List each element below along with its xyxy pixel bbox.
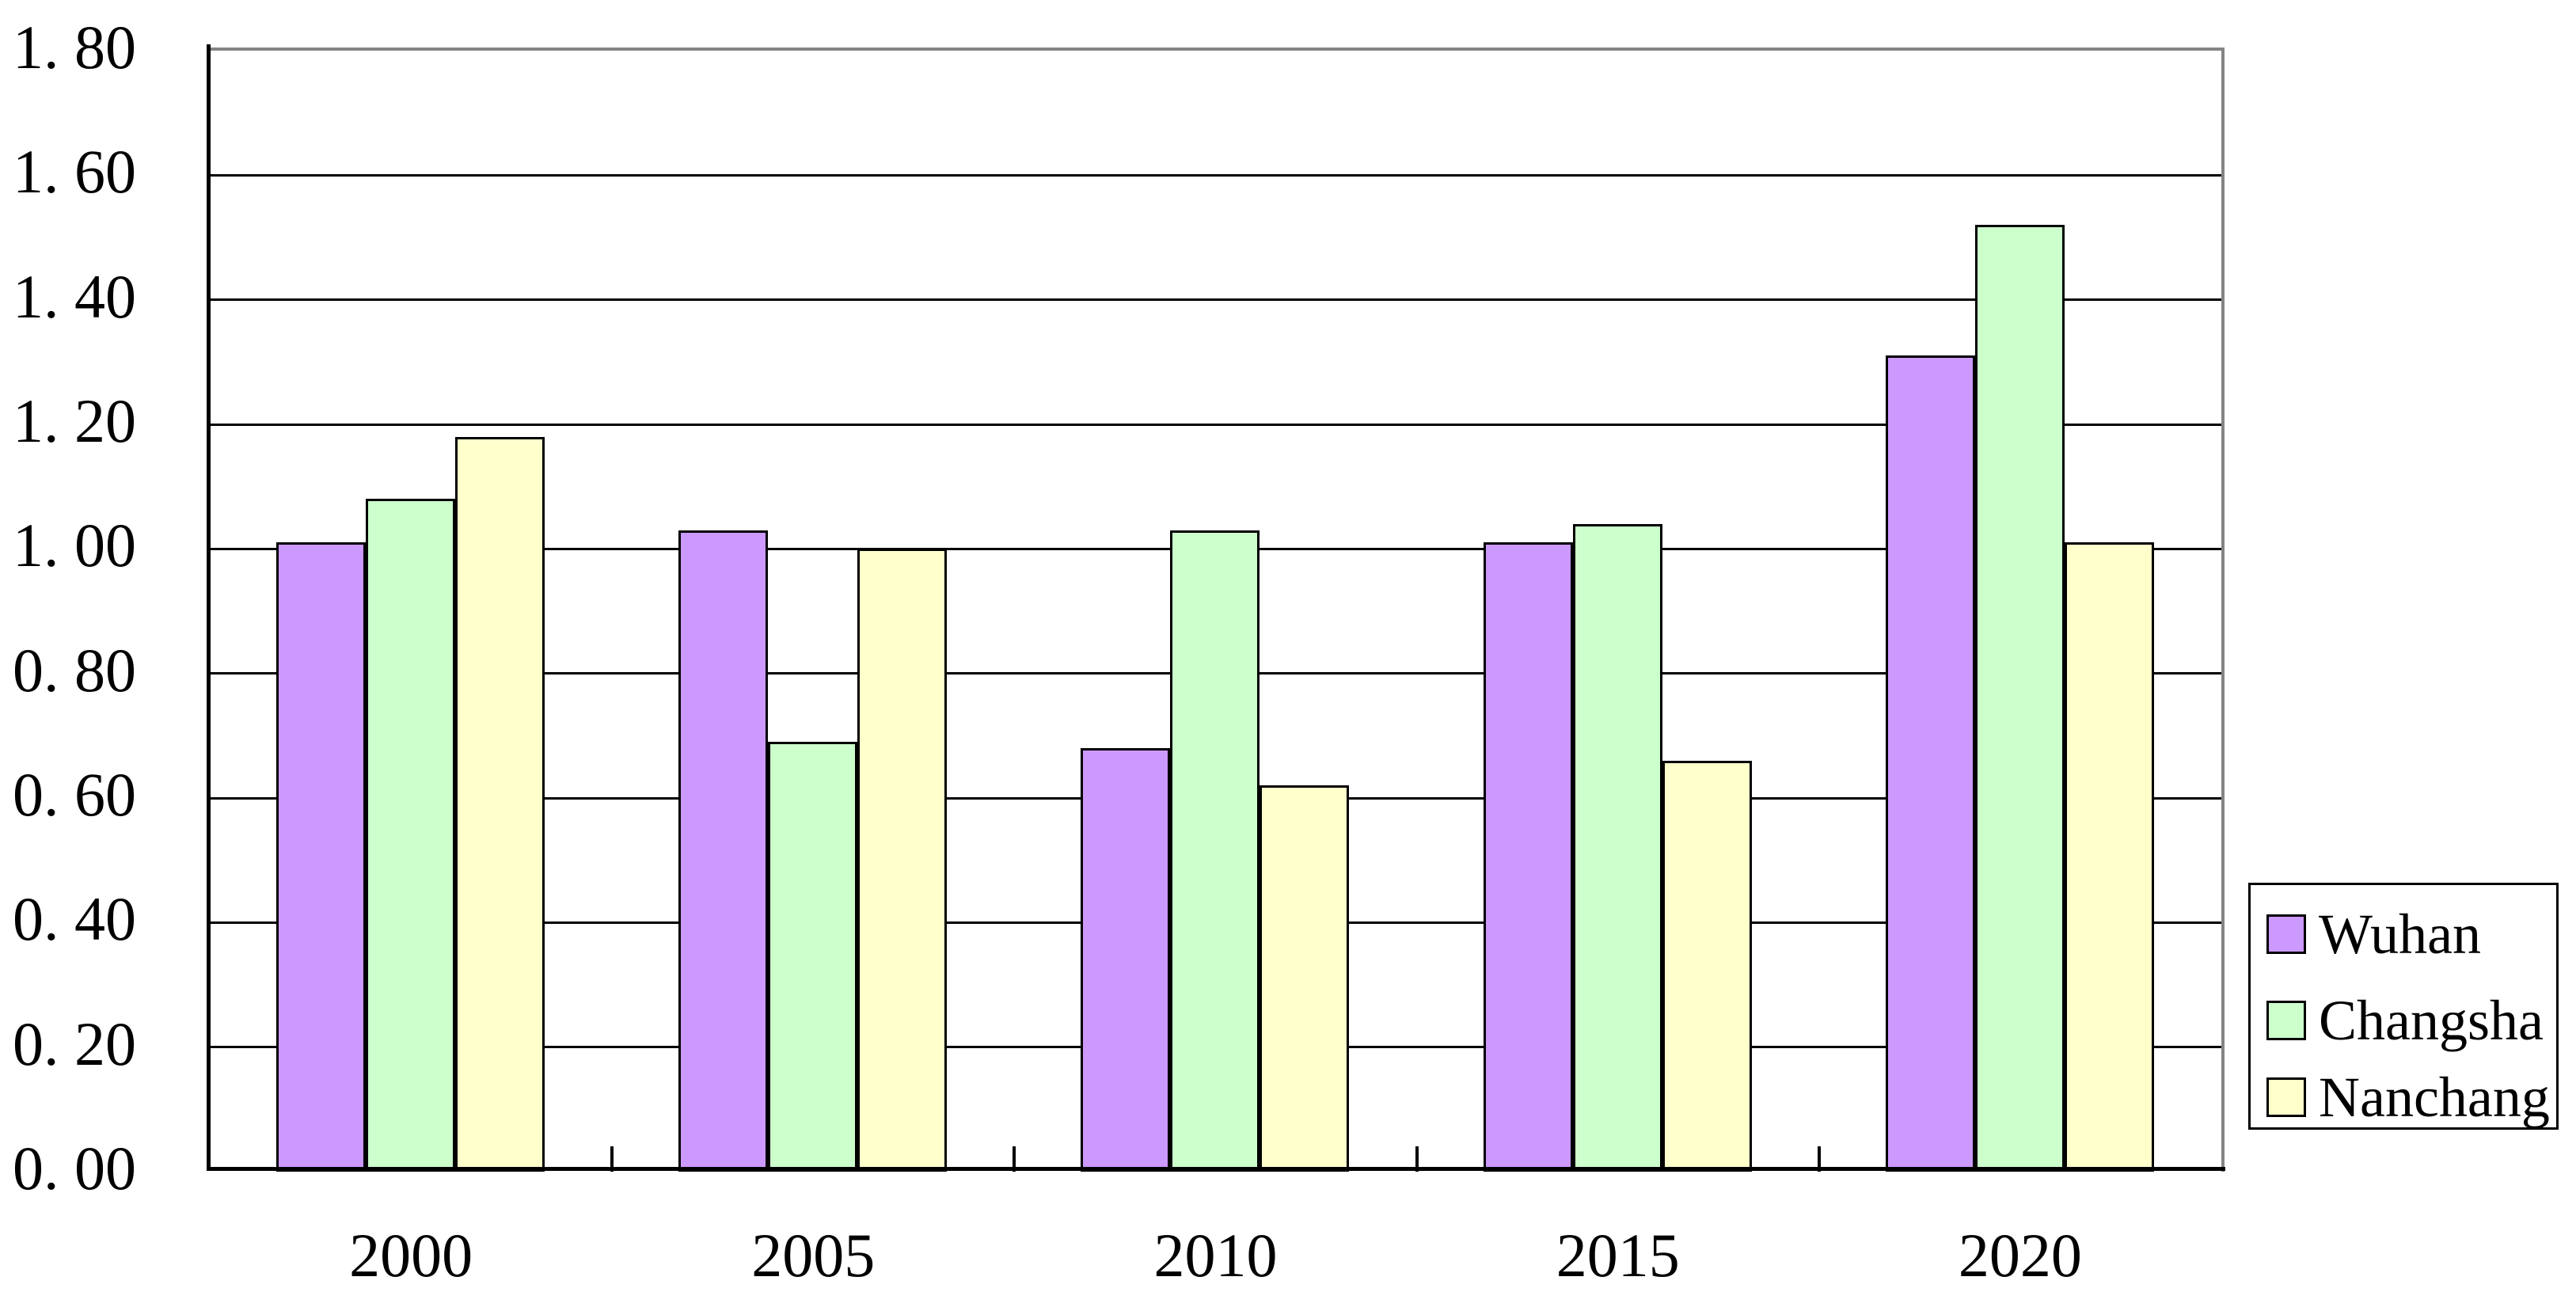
x-axis-boundary-tick [610,1146,614,1172]
bar-nanchang-2020 [2064,542,2154,1172]
x-axis-label-2010: 2010 [1153,1221,1278,1290]
bar-nanchang-2000 [455,436,545,1172]
y-axis-label-1: 0. 20 [13,1009,136,1078]
y-axis-label-2: 0. 40 [13,884,136,954]
x-axis-boundary-tick [1013,1146,1016,1172]
bar-nanchang-2015 [1662,760,1752,1172]
y-axis-line [207,44,211,1171]
legend-label-nanchang: Nanchang [2319,1066,2550,1129]
bar-changsha-2005 [768,742,858,1172]
legend-swatch-nanchang [2266,1077,2306,1117]
bar-changsha-2015 [1572,523,1662,1172]
x-axis-boundary-tick [1415,1146,1419,1172]
x-axis-label-2005: 2005 [751,1221,876,1290]
bar-wuhan-2000 [276,542,366,1172]
y-axis-label-3: 0. 60 [13,760,136,829]
x-axis-label-2015: 2015 [1556,1221,1680,1290]
x-axis-line [207,1167,2225,1171]
legend-swatch-changsha [2266,1001,2306,1040]
plot-area [210,48,2225,1172]
y-axis-label-5: 1. 00 [13,511,136,580]
bar-wuhan-2020 [1885,355,1975,1172]
gridline-1.60 [210,173,2221,177]
y-axis-label-9: 1. 80 [13,13,136,82]
y-axis-label-8: 1. 60 [13,137,136,207]
gridline-1.20 [210,423,2221,426]
bar-nanchang-2005 [857,549,948,1172]
bar-changsha-2010 [1170,530,1260,1172]
y-axis-label-6: 1. 20 [13,386,136,455]
legend-label-wuhan: Wuhan [2319,902,2482,966]
bar-wuhan-2015 [1483,542,1573,1172]
y-axis-label-0: 0. 00 [13,1134,136,1203]
x-axis-boundary-tick [1817,1146,1821,1172]
bar-nanchang-2010 [1260,785,1350,1172]
y-axis-label-7: 1. 40 [13,261,136,331]
legend-swatch-wuhan [2266,914,2306,954]
legend-box: Wuhan Changsha Nanchang [2248,883,2559,1130]
bar-changsha-2000 [366,499,455,1172]
bar-changsha-2020 [1974,225,2065,1172]
gridline-1.40 [210,298,2221,302]
bar-wuhan-2010 [1081,748,1171,1172]
x-axis-label-2020: 2020 [1958,1221,2082,1290]
bar-wuhan-2005 [678,530,769,1172]
legend-label-changsha: Changsha [2319,989,2544,1052]
x-axis-label-2000: 2000 [349,1221,473,1290]
y-axis-label-4: 0. 80 [13,635,136,705]
